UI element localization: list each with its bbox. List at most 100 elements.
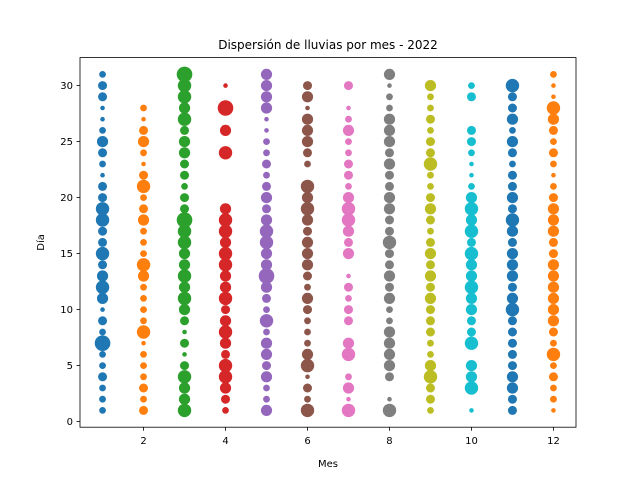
scatter-point-month-8-day-24 — [384, 148, 394, 158]
scatter-point-month-5-day-15 — [260, 248, 273, 260]
scatter-point-month-12-day-1 — [551, 408, 556, 413]
scatter-point-month-3-day-7 — [180, 338, 190, 348]
scatter-point-month-9-day-10 — [425, 305, 435, 315]
scatter-point-month-9-day-23 — [423, 157, 438, 171]
scatter-point-month-4-day-10 — [221, 305, 231, 315]
scatter-point-month-12-day-27 — [547, 113, 560, 125]
scatter-point-month-4-day-6 — [221, 349, 231, 359]
scatter-point-month-8-day-30 — [387, 83, 392, 88]
scatter-point-month-8-day-4 — [384, 372, 394, 382]
scatter-point-month-2-day-18 — [137, 214, 150, 226]
scatter-point-month-3-day-3 — [178, 382, 191, 394]
scatter-point-month-11-day-12 — [507, 282, 517, 292]
scatter-point-month-6-day-23 — [304, 160, 311, 168]
scatter-point-month-10-day-22 — [469, 172, 474, 178]
scatter-point-month-2-day-10 — [140, 306, 147, 313]
scatter-point-month-5-day-13 — [258, 268, 275, 284]
x-axis-label: Mes — [318, 459, 338, 470]
scatter-point-month-12-day-12 — [547, 281, 560, 293]
scatter-point-month-4-day-2 — [221, 394, 231, 404]
scatter-point-month-9-day-30 — [424, 80, 437, 92]
scatter-point-month-6-day-14 — [301, 259, 314, 271]
scatter-point-month-8-day-15 — [384, 249, 394, 259]
scatter-point-month-3-day-18 — [176, 212, 193, 228]
scatter-point-month-11-day-10 — [505, 302, 520, 317]
scatter-point-month-1-day-22 — [100, 172, 105, 178]
scatter-point-month-5-day-16 — [259, 235, 274, 250]
scatter-point-month-2-day-23 — [141, 161, 146, 167]
scatter-point-month-8-day-31 — [383, 68, 396, 80]
scatter-point-month-7-day-25 — [345, 138, 352, 146]
scatter-point-month-10-day-20 — [465, 192, 478, 204]
scatter-point-month-3-day-19 — [180, 204, 190, 214]
scatter-point-month-4-day-15 — [218, 246, 233, 261]
scatter-point-month-10-day-1 — [469, 408, 474, 413]
scatter-point-month-10-day-17 — [464, 224, 479, 238]
scatter-point-month-11-day-15 — [506, 248, 519, 260]
scatter-point-month-4-day-17 — [218, 224, 233, 238]
scatter-point-month-11-day-21 — [507, 181, 517, 191]
y-tick-label: 0 — [67, 417, 73, 428]
scatter-point-month-8-day-25 — [383, 136, 396, 148]
scatter-point-month-7-day-16 — [343, 237, 353, 247]
scatter-point-month-3-day-12 — [178, 281, 191, 293]
scatter-point-month-8-day-17 — [384, 226, 394, 236]
y-tick-label: 20 — [60, 193, 73, 204]
scatter-point-month-7-day-4 — [345, 373, 352, 381]
scatter-point-month-7-day-10 — [343, 305, 353, 315]
scatter-point-month-7-day-20 — [342, 192, 355, 204]
scatter-point-month-3-day-15 — [178, 248, 191, 260]
scatter-point-month-4-day-24 — [218, 146, 233, 160]
scatter-point-month-9-day-1 — [427, 407, 434, 414]
scatter-point-month-4-day-13 — [219, 270, 232, 282]
scatter-point-month-9-day-18 — [425, 215, 435, 225]
scatter-point-month-11-day-24 — [507, 148, 517, 158]
scatter-point-month-2-day-24 — [140, 149, 147, 157]
scatter-point-month-4-day-14 — [218, 258, 233, 272]
scatter-point-month-9-day-6 — [427, 351, 434, 358]
scatter-point-month-6-day-27 — [301, 113, 314, 125]
scatter-point-month-5-day-24 — [263, 149, 270, 157]
scatter-point-month-6-day-24 — [303, 148, 313, 158]
x-tick-label: 6 — [304, 436, 310, 447]
scatter-point-month-12-day-8 — [548, 327, 558, 337]
scatter-point-month-3-day-2 — [178, 393, 191, 405]
scatter-point-month-11-day-23 — [509, 160, 516, 168]
scatter-point-month-11-day-30 — [505, 78, 520, 93]
scatter-point-month-10-day-19 — [464, 202, 479, 216]
scatter-point-month-10-day-13 — [465, 270, 478, 282]
scatter-point-month-5-day-2 — [263, 395, 270, 403]
scatter-point-month-1-day-8 — [99, 328, 106, 336]
scatter-point-month-4-day-9 — [219, 315, 232, 327]
scatter-point-month-10-day-23 — [469, 161, 474, 167]
scatter-point-month-5-day-14 — [260, 259, 273, 271]
scatter-point-month-9-day-20 — [425, 193, 435, 203]
y-tick-label: 10 — [60, 305, 73, 316]
scatter-point-month-1-day-2 — [99, 395, 106, 403]
scatter-point-month-6-day-17 — [303, 226, 313, 236]
scatter-point-month-11-day-5 — [507, 361, 517, 371]
scatter-point-month-3-day-8 — [182, 329, 187, 335]
scatter-point-month-9-day-22 — [427, 171, 434, 179]
scatter-point-month-12-day-3 — [550, 384, 557, 392]
scatter-point-month-1-day-24 — [98, 148, 108, 158]
scatter-point-month-3-day-22 — [180, 170, 190, 180]
x-tick-label: 10 — [465, 436, 478, 447]
scatter-point-month-8-day-19 — [383, 203, 396, 215]
scatter-point-month-12-day-26 — [548, 125, 558, 135]
scatter-point-month-1-day-20 — [98, 193, 108, 203]
scatter-point-month-12-day-28 — [546, 101, 561, 115]
scatter-point-month-3-day-29 — [177, 90, 192, 104]
scatter-point-month-11-day-27 — [506, 113, 519, 125]
scatter-point-month-11-day-22 — [507, 170, 517, 180]
scatter-point-month-1-day-17 — [98, 226, 108, 236]
scatter-point-month-8-day-27 — [383, 113, 396, 125]
scatter-point-month-7-day-2 — [346, 396, 351, 402]
scatter-point-month-6-day-16 — [301, 236, 314, 248]
scatter-point-month-1-day-29 — [98, 92, 108, 102]
scatter-point-month-3-day-26 — [180, 125, 190, 135]
scatter-point-month-12-day-7 — [550, 339, 557, 347]
scatter-point-month-8-day-11 — [383, 292, 396, 304]
scatter-point-month-2-day-3 — [139, 383, 149, 393]
scatter-point-month-9-day-12 — [425, 282, 435, 292]
